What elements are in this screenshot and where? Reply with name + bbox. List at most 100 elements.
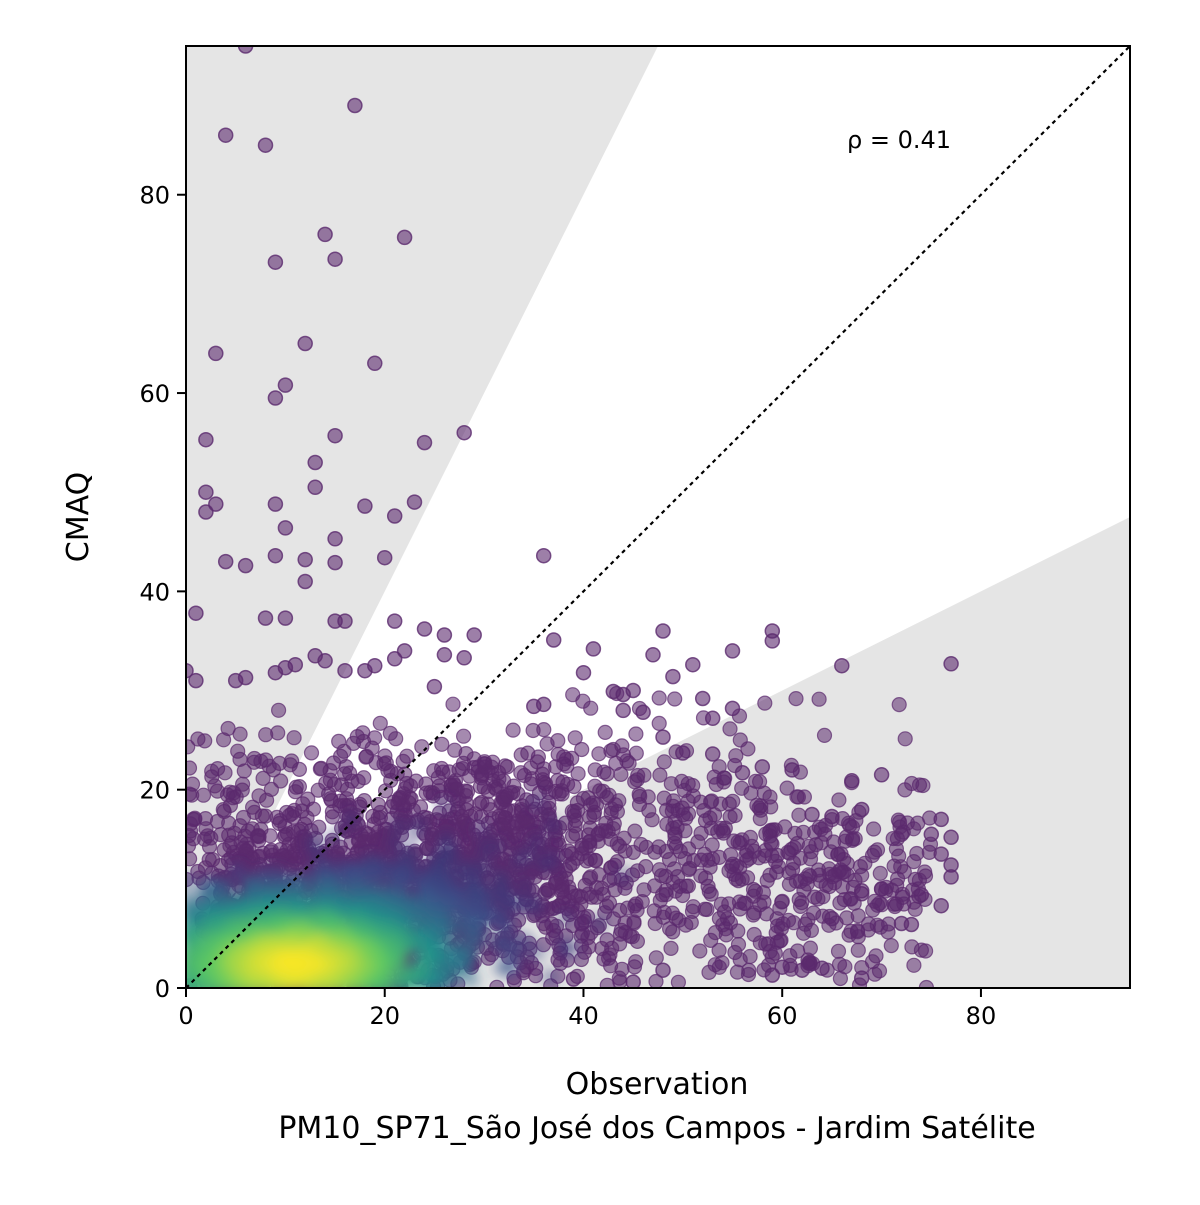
scatter-point [237,669,254,686]
scatter-point [683,914,699,931]
scatter-point [917,943,934,959]
density-point [352,915,369,932]
scatter-point [403,778,419,794]
scatter-point [386,508,403,524]
scatter-point [711,849,727,866]
x-tick-label: 60 [767,1002,798,1030]
density-point [528,898,545,915]
scatter-point [568,812,584,828]
scatter-point [893,826,910,843]
density-point [473,821,490,838]
density-point [489,934,506,951]
y-tick-label: 20 [139,777,170,805]
scatter-point [337,662,353,679]
scatter-point [337,613,353,629]
scatter-point [203,830,219,846]
density-point [435,797,452,814]
density-point [432,892,449,909]
scatter-point [220,720,236,737]
scatter-point [350,773,366,790]
density-point [389,817,406,834]
scatter-point [880,916,897,932]
scatter-point [237,557,254,574]
scatter-point [505,722,521,738]
scatter-point [230,743,246,759]
scatter-point [850,942,866,958]
scatter-point [396,229,413,246]
density-point [287,875,304,892]
scatter-point [860,916,877,932]
scatter-point [484,811,501,827]
plot-frame [185,45,1131,989]
scatter-point [389,766,405,782]
scatter-point [933,846,949,862]
scatter-point [638,858,654,875]
density-point [462,944,479,960]
scatter-point [438,814,454,830]
scatter-point [887,898,903,915]
scatter-point [831,956,848,972]
density-point [398,977,415,988]
scatter-point [844,819,861,835]
scatter-point [396,643,413,659]
scatter-point [235,809,252,826]
y-axis-label: CMAQ [61,472,96,562]
scatter-point [445,696,461,712]
scatter-point [598,815,614,831]
scatter-point [680,776,696,792]
scatter-point [872,865,888,882]
scatter-point [456,728,472,744]
scatter-point [853,801,870,818]
density-point [528,944,545,961]
density-point [229,863,246,880]
scatter-point [204,769,220,785]
density-point [277,932,294,948]
density-point [366,944,383,961]
scatter-point [186,776,201,792]
scatter-point [583,700,599,716]
density-point [503,936,520,953]
scatter-point [217,553,234,570]
scatter-point [648,973,664,988]
scatter-point [447,742,463,758]
scatter-point [286,730,302,746]
density-point [364,899,381,916]
scatter-point [573,889,589,905]
scatter-point [592,783,608,799]
scatter-point [730,834,746,850]
density-point [429,850,446,867]
x-axis-label: Observation [566,1067,749,1102]
scatter-point [814,960,830,976]
scatter-point [799,876,815,892]
x-tick-label: 80 [966,1002,997,1030]
scatter-point [601,895,618,911]
scatter-point [277,377,294,393]
scatter-point [794,962,810,978]
scatter-point [704,746,721,762]
scatter-point [702,794,719,810]
scatter-point [604,940,620,956]
scatter-point [730,923,746,939]
scatter-point [764,633,781,649]
scatter-point [792,898,809,915]
scatter-point [245,799,261,815]
scatter-point [651,715,667,732]
scatter-point [730,936,747,953]
scatter-point [909,845,925,862]
scatter-point [690,834,706,850]
scatter-point [617,915,633,931]
scatter-point [259,792,275,808]
scatter-point [186,662,194,679]
scatter-point [716,770,732,786]
scatter-point [694,690,711,707]
density-point [287,892,304,909]
scatter-point [357,498,373,514]
scatter-point [607,797,624,813]
scatter-point [188,605,204,621]
scatter-point [803,922,820,939]
scatter-point [655,729,671,745]
scatter-point [871,963,888,979]
scatter-point [681,862,697,878]
scatter-point [897,782,913,798]
density-point [542,969,559,986]
